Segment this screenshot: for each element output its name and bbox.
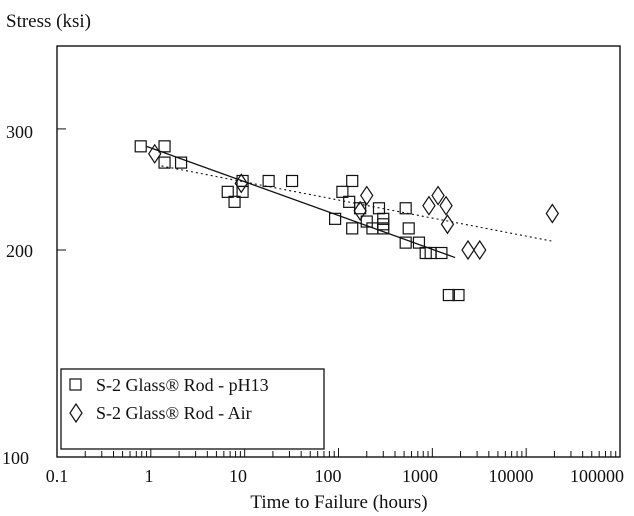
data-point-square <box>174 156 188 169</box>
data-point-square <box>399 202 412 215</box>
x-tick-label-0.1: 0.1 <box>46 466 69 486</box>
data-point-square <box>221 185 234 198</box>
data-point-diamond <box>234 173 248 194</box>
data-point-square <box>329 212 342 225</box>
y-axis-label: Stress (ksi) <box>6 11 91 32</box>
data-point-square <box>158 140 171 153</box>
data-point-square <box>158 156 171 169</box>
data-point-square <box>346 174 359 188</box>
legend-marker-air <box>69 402 83 424</box>
x-tick-label-1: 1 <box>145 466 154 486</box>
y-tick-label-100: 100 <box>2 448 29 468</box>
fit-line-air <box>161 165 553 242</box>
data-point-square <box>412 236 426 249</box>
x-tick-label-10: 10 <box>229 466 247 486</box>
data-point-diamond <box>422 195 436 216</box>
y-tick-label-200: 200 <box>6 241 33 261</box>
data-points <box>134 140 560 302</box>
data-point-diamond <box>473 239 487 261</box>
data-point-diamond <box>431 185 445 206</box>
fit-lines <box>146 145 553 259</box>
data-point-diamond <box>360 185 374 206</box>
data-point-square <box>377 212 390 225</box>
data-point-diamond <box>147 143 162 164</box>
legend-label-air: S-2 Glass® Rod - Air <box>96 403 252 423</box>
data-point-square <box>377 222 390 235</box>
y-tick-label-300: 300 <box>6 122 33 142</box>
x-tick-label-1000: 1000 <box>402 466 438 486</box>
y-ticks <box>57 128 66 458</box>
fit-line-ph13 <box>146 145 456 259</box>
legend: S-2 Glass® Rod - pH13 S-2 Glass® Rod - A… <box>60 368 325 450</box>
data-point-diamond <box>545 203 560 224</box>
data-point-square <box>285 174 299 188</box>
data-point-diamond <box>353 200 367 221</box>
x-tick-label-100000: 100000 <box>570 466 624 486</box>
x-tick-label-10000: 10000 <box>489 466 534 486</box>
x-axis-label: Time to Failure (hours) <box>250 492 427 513</box>
data-point-square <box>343 195 356 208</box>
legend-box <box>60 368 325 450</box>
data-point-square <box>399 236 412 249</box>
data-point-diamond <box>440 214 455 235</box>
data-point-square <box>336 185 349 198</box>
x-tick-label-100: 100 <box>315 466 342 486</box>
data-point-square <box>435 246 448 260</box>
data-point-square <box>442 288 455 302</box>
data-point-square <box>228 195 241 208</box>
data-point-square <box>346 222 359 235</box>
data-point-square <box>262 174 275 188</box>
data-point-square <box>402 222 415 235</box>
legend-marker-ph13 <box>69 378 82 391</box>
legend-label-ph13: S-2 Glass® Rod - pH13 <box>96 375 269 395</box>
data-point-square <box>134 140 147 153</box>
data-point-square <box>452 288 465 302</box>
x-ticks <box>56 448 617 457</box>
data-point-diamond <box>461 239 475 261</box>
data-point-diamond <box>439 195 453 216</box>
